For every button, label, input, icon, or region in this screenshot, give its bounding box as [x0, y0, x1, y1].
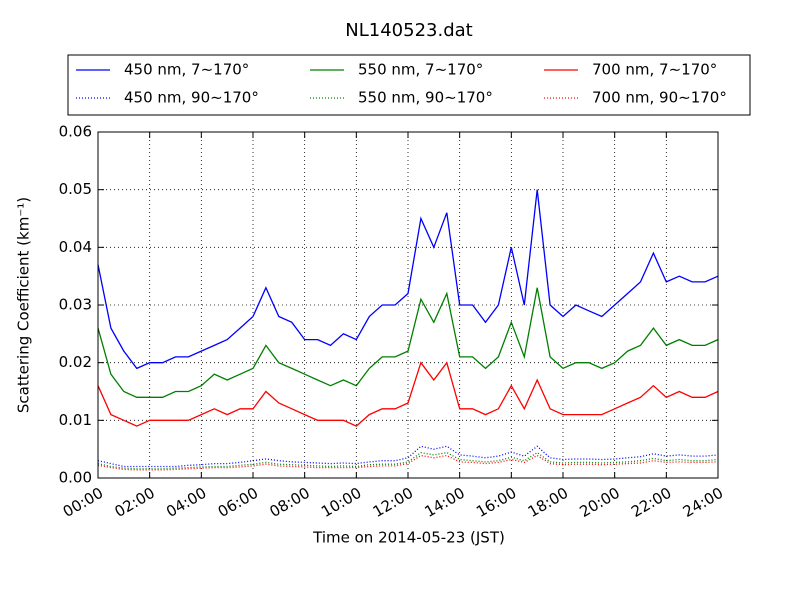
y-tick-label: 0.02: [59, 353, 92, 371]
x-tick-label: 06:00: [215, 484, 261, 521]
y-tick-label: 0.03: [59, 296, 92, 314]
legend-box: [67, 54, 751, 116]
legend-label: 550 nm, 7∼170°: [358, 61, 483, 79]
legend-label: 450 nm, 90∼170°: [124, 89, 259, 107]
chart-title: NL140523.dat: [345, 20, 472, 41]
y-tick-label: 0.00: [59, 469, 92, 487]
x-tick-label: 14:00: [421, 484, 467, 521]
x-tick-label: 02:00: [111, 484, 157, 521]
plot-frame: [97, 131, 719, 479]
x-tick-label: 18:00: [525, 484, 571, 521]
y-tick-label: 0.05: [59, 180, 92, 198]
x-tick-label: 00:00: [60, 484, 106, 521]
x-tick-label: 16:00: [473, 484, 519, 521]
series-line: [97, 361, 719, 427]
y-tick-label: 0.01: [59, 411, 92, 429]
x-axis-label: Time on 2014-05-23 (JST): [312, 529, 505, 547]
x-tick-label: 10:00: [318, 484, 364, 521]
y-tick-label: 0.04: [59, 238, 92, 256]
legend-label: 700 nm, 7∼170°: [592, 61, 717, 79]
x-tick-label: 12:00: [370, 484, 416, 521]
x-tick-label: 24:00: [680, 484, 726, 521]
y-axis-label: Scattering Coefficient (km⁻¹): [15, 197, 33, 413]
y-tick-label: 0.06: [59, 123, 92, 141]
x-tick-label: 22:00: [628, 484, 674, 521]
x-tick-label: 04:00: [163, 484, 209, 521]
legend-label: 700 nm, 90∼170°: [592, 89, 727, 107]
x-tick-label: 20:00: [576, 484, 622, 521]
legend-label: 450 nm, 7∼170°: [124, 61, 249, 79]
x-tick-label: 08:00: [266, 484, 312, 521]
series-line: [97, 189, 719, 370]
legend-label: 550 nm, 90∼170°: [358, 89, 493, 107]
series-line: [97, 287, 719, 398]
